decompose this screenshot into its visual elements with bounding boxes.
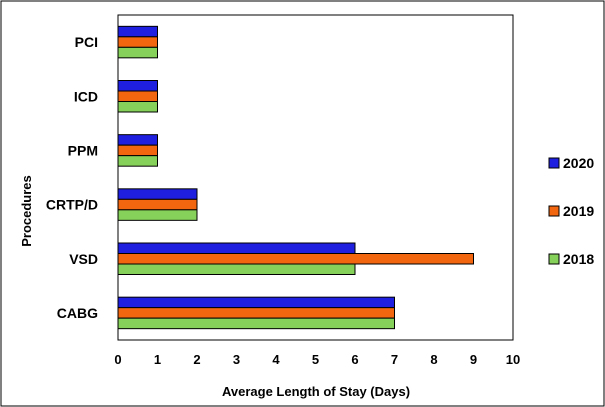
legend-swatch-2019 — [548, 205, 560, 217]
legend-label-2020: 2020 — [563, 155, 594, 171]
legend-label-2019: 2019 — [563, 203, 594, 219]
bar-2019-pci — [117, 36, 158, 48]
bar-2019-cabg — [117, 307, 395, 319]
bar-2018-ppm — [117, 155, 158, 167]
x-tick-label-2: 2 — [193, 352, 200, 367]
bar-2020-crtp-d — [117, 188, 198, 200]
category-label-cabg: CABG — [57, 305, 98, 321]
category-label-icd: ICD — [74, 88, 98, 104]
x-tick-label-9: 9 — [470, 352, 477, 367]
bar-2020-ppm — [117, 134, 158, 146]
bar-2018-pci — [117, 46, 158, 59]
bar-2018-crtp-d — [117, 209, 198, 221]
legend: 2020 2019 2018 — [548, 155, 594, 267]
category-label-vsd: VSD — [69, 251, 98, 267]
bar-2019-ppm — [117, 144, 158, 157]
x-tick-label-3: 3 — [233, 352, 240, 367]
bar-2019-icd — [117, 90, 158, 102]
legend-swatch-2018 — [548, 253, 560, 265]
x-tick-label-10: 10 — [506, 352, 520, 367]
bars-group — [117, 25, 474, 330]
x-tick-label-6: 6 — [351, 352, 358, 367]
bar-2018-icd — [117, 101, 158, 113]
category-label-pci: PCI — [75, 34, 98, 50]
bar-2020-pci — [117, 25, 158, 38]
x-tick-label-5: 5 — [312, 352, 319, 367]
bar-2019-crtp-d — [117, 198, 198, 211]
bar-2018-cabg — [117, 317, 395, 330]
category-label-ppm: PPM — [68, 142, 98, 158]
bar-2018-vsd — [117, 263, 356, 275]
x-tick-label-4: 4 — [272, 352, 280, 367]
x-axis-title: Average Length of Stay (Days) — [222, 384, 410, 399]
x-tick-labels: 0 1 2 3 4 5 6 7 8 9 10 — [114, 352, 520, 367]
x-tick-label-0: 0 — [114, 352, 121, 367]
x-tick-label-1: 1 — [154, 352, 161, 367]
plot-area — [117, 14, 514, 341]
category-labels: CABG VSD CRTP/D PPM ICD PCI — [46, 34, 98, 321]
plot-border — [117, 14, 514, 341]
bar-2019-vsd — [117, 253, 474, 265]
bar-2020-icd — [117, 80, 158, 92]
x-tick-label-7: 7 — [391, 352, 398, 367]
x-tick-label-8: 8 — [430, 352, 437, 367]
bar-2020-vsd — [117, 242, 356, 254]
y-axis-title: Procedures — [19, 175, 34, 247]
legend-swatch-2020 — [548, 157, 560, 169]
legend-label-2018: 2018 — [563, 251, 594, 267]
category-label-crtp-d: CRTP/D — [46, 197, 98, 213]
bar-2020-cabg — [117, 296, 395, 309]
